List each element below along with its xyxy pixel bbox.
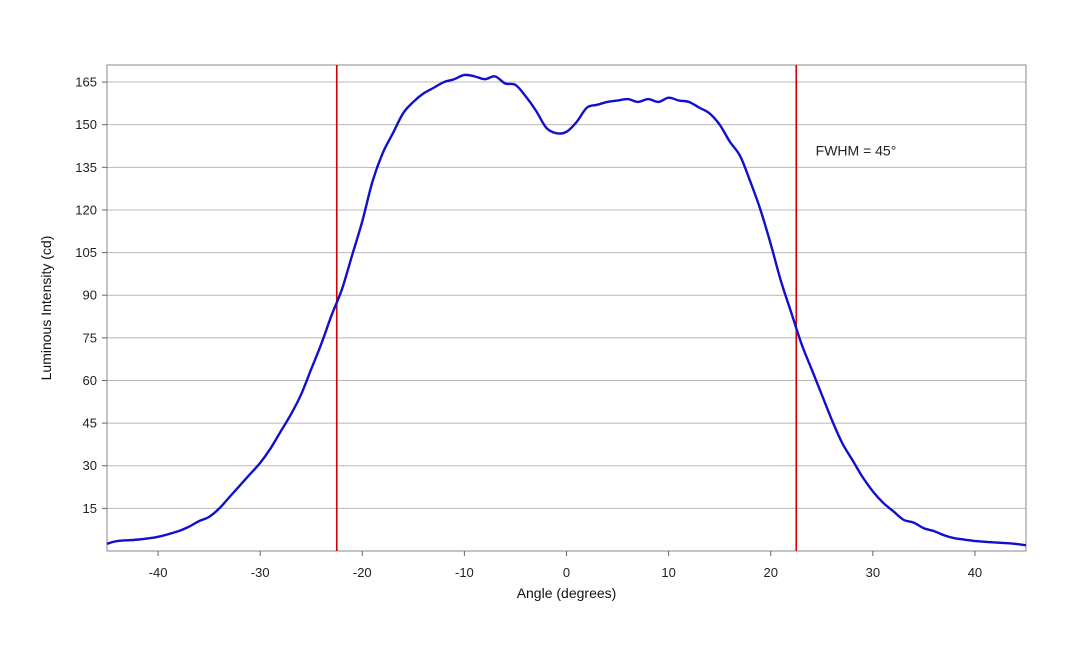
- x-axis: -40 -30 -20 -10 0 10 20 30 40: [149, 551, 982, 580]
- y-tick-label: 60: [83, 373, 97, 388]
- y-tick-label: 75: [83, 330, 97, 345]
- x-tick-label: 10: [661, 565, 675, 580]
- series-line: [106, 73, 1027, 547]
- fwhm-markers: [335, 65, 798, 551]
- x-tick-label: -10: [455, 565, 474, 580]
- fwhm-annotation: FWHM = 45°: [816, 142, 897, 158]
- y-tick-label: 15: [83, 501, 97, 516]
- y-tick-label: 30: [83, 458, 97, 473]
- x-tick-label: 0: [563, 565, 570, 580]
- y-tick-label: 90: [83, 288, 97, 303]
- x-tick-label: -30: [251, 565, 270, 580]
- y-tick-label: 105: [75, 245, 97, 260]
- x-tick-label: 30: [866, 565, 880, 580]
- y-axis-title: Luminous Intensity (cd): [38, 236, 54, 381]
- x-tick-label: -40: [149, 565, 168, 580]
- grid-lines: [107, 81, 1026, 509]
- series-group: [106, 73, 1027, 547]
- x-tick-label: 20: [763, 565, 777, 580]
- plot-area-frame: [106, 64, 1027, 552]
- y-tick-label: 135: [75, 160, 97, 175]
- x-axis-title: Angle (degrees): [517, 585, 617, 601]
- x-tick-label: 40: [968, 565, 982, 580]
- y-tick-label: 45: [83, 416, 97, 431]
- y-tick-label: 165: [75, 75, 97, 90]
- x-tick-label: -20: [353, 565, 372, 580]
- y-tick-label: 150: [75, 117, 97, 132]
- y-axis: 15 30 45 60 75 90 105 120 135 150 165: [75, 75, 107, 516]
- y-tick-label: 120: [75, 202, 97, 217]
